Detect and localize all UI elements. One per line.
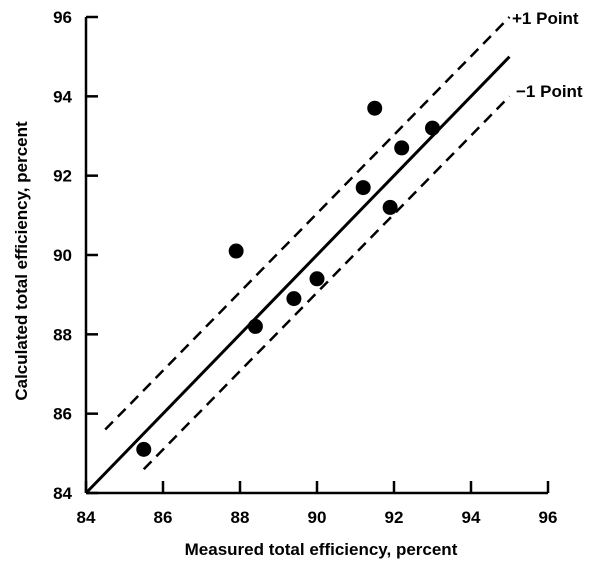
y-tick-label: 86 [53, 405, 72, 424]
y-tick-label: 92 [53, 167, 72, 186]
data-point [309, 271, 325, 287]
plus-one-point-label: +1 Point [512, 9, 579, 28]
x-axis-label: Measured total efficiency, percent [185, 540, 458, 559]
data-point [247, 318, 263, 334]
minus-one-point-line [142, 95, 511, 471]
x-tick-label: 88 [231, 508, 250, 527]
data-point [394, 140, 410, 156]
y-tick-label: 90 [53, 246, 72, 265]
y-axis-label: Calculated total efficiency, percent [12, 121, 31, 401]
minus-one-point-label: −1 Point [516, 82, 583, 101]
data-point [286, 291, 302, 307]
y-tick-label: 96 [53, 8, 72, 27]
x-tick-label: 84 [77, 508, 96, 527]
x-tick-label: 92 [385, 508, 404, 527]
x-tick-label: 90 [308, 508, 327, 527]
y-tick-label: 88 [53, 325, 72, 344]
fit-line [84, 55, 511, 495]
reference-lines [84, 16, 511, 495]
data-point [382, 199, 398, 215]
ticks: 84 86 88 90 92 94 96 84 86 88 90 92 94 96 [53, 8, 557, 527]
y-tick-label: 84 [53, 484, 72, 503]
data-point [425, 120, 440, 136]
data-point [136, 441, 152, 457]
y-tick-label: 94 [53, 87, 72, 106]
data-point [355, 180, 371, 196]
data-points [136, 100, 440, 457]
data-point [228, 243, 244, 259]
plus-one-point-line [104, 16, 511, 431]
x-tick-label: 96 [539, 508, 558, 527]
x-tick-label: 94 [462, 508, 481, 527]
x-tick-label: 86 [154, 508, 173, 527]
data-point [367, 100, 383, 116]
